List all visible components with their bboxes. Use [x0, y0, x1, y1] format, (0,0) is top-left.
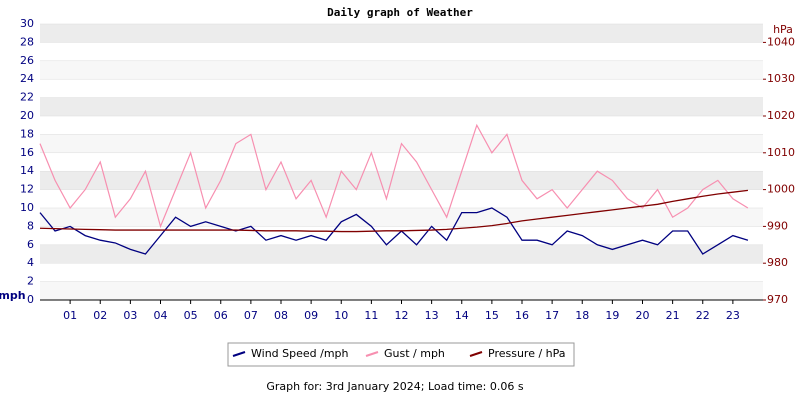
- x-tick-label: 22: [696, 309, 710, 322]
- y-tick-label: 0: [27, 293, 34, 306]
- grid-band: [40, 281, 763, 300]
- x-tick-label: 05: [184, 309, 198, 322]
- x-tick-label: 07: [244, 309, 258, 322]
- x-tick-label: 02: [93, 309, 107, 322]
- y-tick-label: 18: [20, 127, 34, 140]
- footer: Graph for: 3rd January 2024; Load time: …: [266, 380, 524, 393]
- grid-band: [40, 244, 763, 264]
- y-tick-label: 20: [20, 109, 34, 122]
- grid-band: [40, 171, 763, 190]
- grid-band: [40, 60, 763, 80]
- x-tick-label: 13: [425, 309, 439, 322]
- y2-tick-label: 1010: [767, 146, 795, 159]
- y2-axis-label: hPa: [773, 23, 793, 36]
- x-tick-label: 08: [274, 309, 288, 322]
- x-tick-label: 03: [123, 309, 137, 322]
- y-tick-label: 26: [20, 54, 34, 67]
- y-tick-label: 28: [20, 35, 34, 48]
- y-tick-label: 10: [20, 201, 34, 214]
- grid-band: [40, 97, 763, 116]
- y-tick-label: 4: [27, 256, 34, 269]
- series-line: [39, 123, 749, 229]
- x-tick-label: 21: [666, 309, 680, 322]
- y-tick-label: 24: [20, 72, 34, 85]
- x-tick-label: 01: [63, 309, 77, 322]
- x-tick-label: 06: [214, 309, 228, 322]
- y2-tick-label: 1000: [767, 183, 795, 196]
- x-tick-label: 14: [455, 309, 469, 322]
- series-line: [39, 207, 749, 255]
- x-tick-label: 20: [636, 309, 650, 322]
- x-tick-label: 15: [485, 309, 499, 322]
- legend-label: Wind Speed /mph: [251, 347, 349, 360]
- legend-swatch: [469, 351, 483, 357]
- y-tick-label: 16: [20, 146, 34, 159]
- x-tick-label: 18: [575, 309, 589, 322]
- y-tick-label: 22: [20, 91, 34, 104]
- y2-tick-label: 1030: [767, 72, 795, 85]
- x-tick-label: 17: [545, 309, 559, 322]
- y2-tick-label: 980: [767, 256, 788, 269]
- y-tick-label: 6: [27, 238, 34, 251]
- y-tick-label: 14: [20, 164, 34, 177]
- x-tick-label: 09: [304, 309, 318, 322]
- y-tick-label: 2: [27, 275, 34, 288]
- grid-band: [40, 208, 763, 227]
- chart-title: Daily graph of Weather: [327, 6, 473, 19]
- legend-box: [227, 342, 575, 367]
- legend-swatch: [365, 351, 379, 357]
- y2-tick-label: 1020: [767, 109, 795, 122]
- x-tick-label: 19: [605, 309, 619, 322]
- x-tick-label: 04: [154, 309, 168, 322]
- y-axis-label: mph: [0, 289, 26, 302]
- x-tick-label: 12: [395, 309, 409, 322]
- legend-swatch: [232, 351, 246, 357]
- y2-tick-label: 970: [767, 293, 788, 306]
- x-tick-label: 23: [726, 309, 740, 322]
- legend-label: Gust / mph: [384, 347, 445, 360]
- grid-band: [40, 24, 763, 43]
- y-tick-label: 8: [27, 219, 34, 232]
- series-line: [39, 189, 749, 233]
- y-tick-label: 30: [20, 17, 34, 30]
- y-tick-label: 12: [20, 183, 34, 196]
- x-tick-label: 11: [364, 309, 378, 322]
- x-tick-label: 10: [334, 309, 348, 322]
- legend-label: Pressure / hPa: [488, 347, 566, 360]
- y2-tick-label: 1040: [767, 35, 795, 48]
- x-tick-label: 16: [515, 309, 529, 322]
- y2-tick-label: 990: [767, 219, 788, 232]
